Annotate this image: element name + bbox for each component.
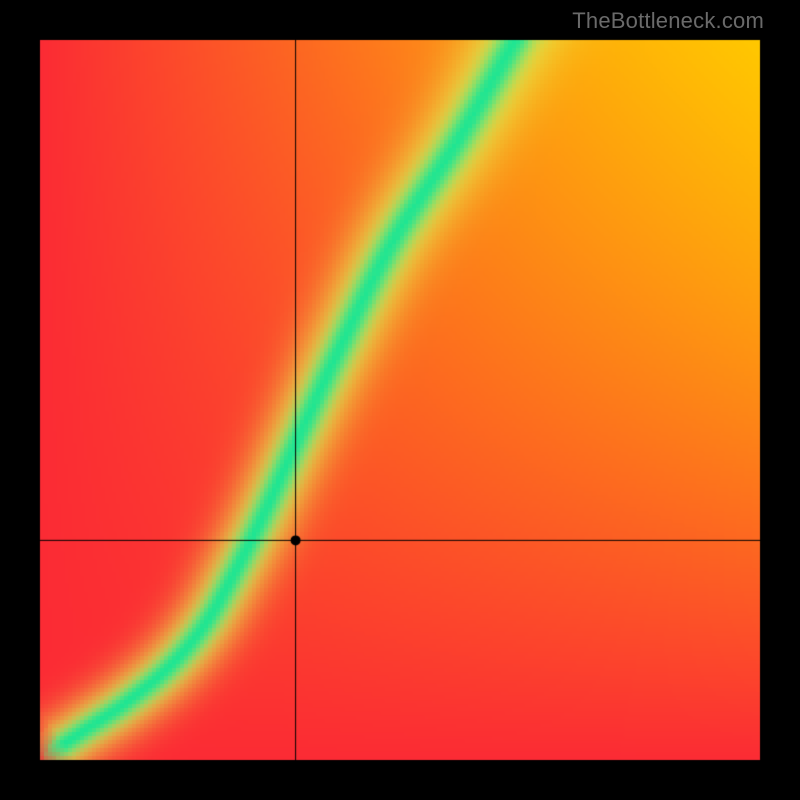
chart-container: TheBottleneck.com [0,0,800,800]
bottleneck-heatmap [0,0,800,800]
watermark-label: TheBottleneck.com [572,8,764,34]
